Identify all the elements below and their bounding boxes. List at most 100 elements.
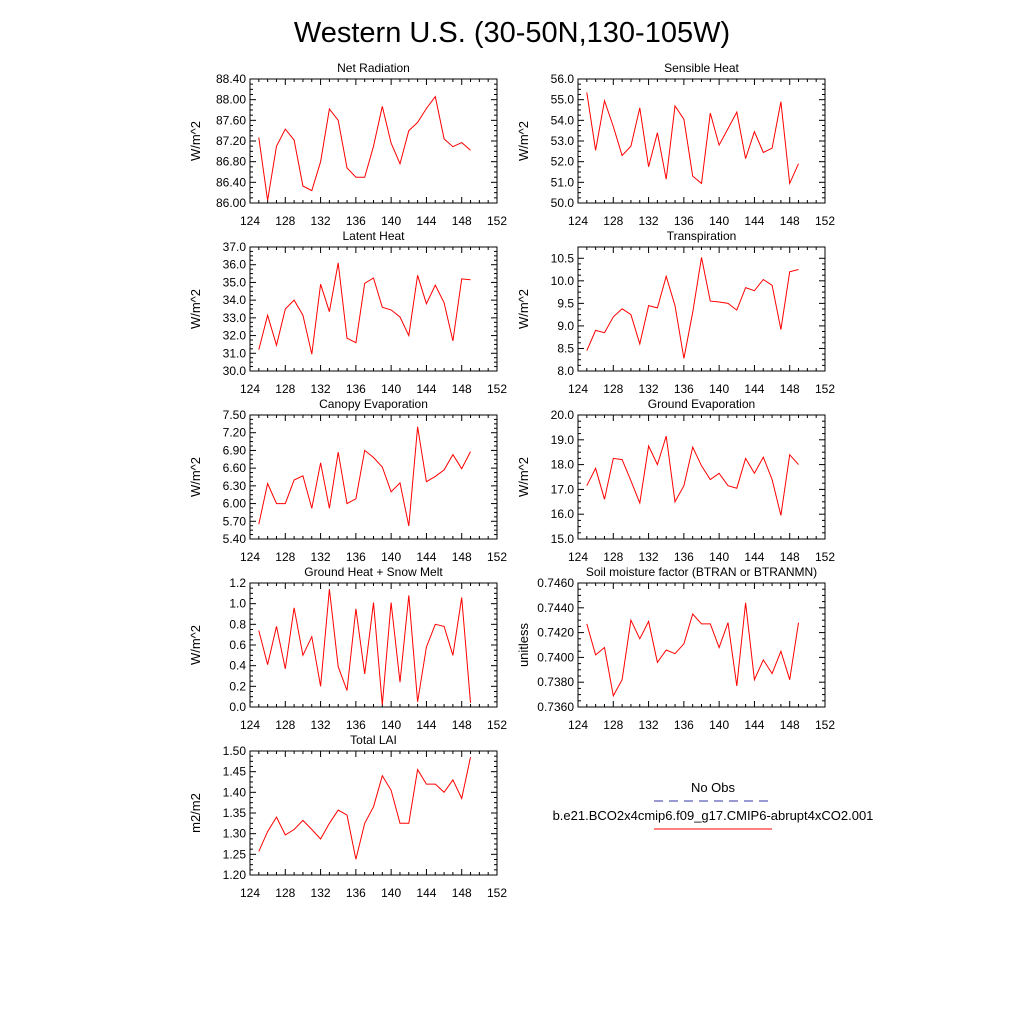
panel-7: Ground Heat + Snow Melt 124 128 132 136 140 14… [188, 565, 507, 732]
series-line [586, 435, 799, 516]
x-tick-label: 132 [311, 382, 331, 396]
y-tick-label: 16.0 [551, 507, 575, 521]
x-tick-label: 140 [709, 382, 729, 396]
x-tick-label: 144 [416, 718, 436, 732]
y-tick-label: 7.20 [223, 426, 247, 440]
x-tick-label: 144 [416, 214, 436, 228]
y-tick-label: 15.0 [551, 532, 575, 546]
x-tick-label: 148 [780, 550, 800, 564]
panel-9: Total LAI 124 128 132 136 140 144 148 152 1.20 1.2… [188, 733, 507, 900]
plot-frame [577, 246, 826, 372]
y-tick-label: 0.7460 [537, 576, 574, 590]
y-tick-label: 10.0 [551, 274, 575, 288]
panel-8: Soil moisture factor (BTRAN or BTRANMN) 1… [516, 565, 835, 732]
x-tick-label: 124 [240, 382, 260, 396]
y-tick-label: 30.0 [223, 364, 247, 378]
panel-title: Total LAI [350, 733, 397, 747]
y-tick-label: 8.5 [557, 341, 574, 355]
panel-title: Soil moisture factor (BTRAN or BTRANMN) [586, 565, 817, 579]
series-line [586, 257, 799, 359]
legend: No Obs b.e21.BCO2x4cmip6.f09_g17.CMIP6-a… [553, 780, 874, 830]
y-tick-label: 36.0 [223, 258, 247, 272]
x-tick-label: 144 [744, 550, 764, 564]
y-tick-label: 31.0 [223, 346, 247, 360]
y-tick-label: 1.0 [229, 597, 246, 611]
x-tick-label: 152 [487, 550, 507, 564]
y-tick-label: 51.0 [551, 175, 575, 189]
x-tick-label: 148 [452, 214, 472, 228]
y-tick-label: 0.7360 [537, 700, 574, 714]
series-line [258, 589, 471, 705]
y-tick-label: 1.20 [223, 868, 247, 882]
panel-title: Ground Evaporation [648, 397, 755, 411]
x-tick-label: 148 [780, 382, 800, 396]
x-tick-label: 128 [603, 382, 623, 396]
x-tick-label: 128 [275, 550, 295, 564]
y-tick-label: 37.0 [223, 240, 247, 254]
x-tick-label: 124 [568, 382, 588, 396]
panel-title: Sensible Heat [664, 61, 739, 75]
y-tick-label: 50.0 [551, 196, 575, 210]
y-tick-label: 6.90 [223, 443, 247, 457]
x-tick-label: 136 [346, 382, 366, 396]
y-axis-label: W/m^2 [188, 289, 203, 329]
x-tick-label: 124 [240, 550, 260, 564]
x-tick-label: 124 [568, 718, 588, 732]
x-tick-label: 140 [381, 550, 401, 564]
plot-frame [577, 78, 826, 204]
y-tick-label: 9.0 [557, 319, 574, 333]
series-line [586, 602, 799, 698]
plot-frame [249, 246, 498, 372]
y-tick-label: 34.0 [223, 293, 247, 307]
x-tick-label: 136 [346, 886, 366, 900]
x-tick-label: 140 [709, 214, 729, 228]
x-tick-label: 132 [311, 550, 331, 564]
series-line [258, 757, 471, 860]
y-tick-label: 0.0 [229, 700, 246, 714]
y-tick-label: 6.00 [223, 497, 247, 511]
legend-label-model: b.e21.BCO2x4cmip6.f09_g17.CMIP6-abrupt4x… [553, 808, 874, 823]
x-tick-label: 152 [487, 382, 507, 396]
x-tick-label: 128 [603, 718, 623, 732]
panel-title: Ground Heat + Snow Melt [304, 565, 443, 579]
y-axis-label: W/m^2 [516, 289, 531, 329]
y-tick-label: 0.7380 [537, 675, 574, 689]
x-tick-label: 148 [780, 214, 800, 228]
plot-frame [249, 78, 498, 204]
y-tick-label: 20.0 [551, 408, 575, 422]
y-tick-label: 87.60 [216, 113, 246, 127]
panel-title: Transpiration [667, 229, 737, 243]
y-tick-label: 86.40 [216, 175, 246, 189]
series-line [258, 262, 471, 355]
figure-title: Western U.S. (30-50N,130-105W) [294, 17, 730, 49]
x-tick-label: 152 [487, 214, 507, 228]
x-tick-label: 152 [815, 382, 835, 396]
x-tick-label: 136 [674, 382, 694, 396]
y-tick-label: 33.0 [223, 311, 247, 325]
y-tick-label: 6.60 [223, 461, 247, 475]
panel-4: Transpiration 124 128 132 136 140 144 148 152 8.0… [516, 229, 835, 396]
x-tick-label: 124 [568, 214, 588, 228]
panel-title: Net Radiation [337, 61, 410, 75]
plot-frame [249, 582, 498, 708]
x-tick-label: 128 [275, 382, 295, 396]
panel-title: Latent Heat [342, 229, 405, 243]
x-tick-label: 128 [603, 214, 623, 228]
y-tick-label: 7.50 [223, 408, 247, 422]
y-tick-label: 8.0 [557, 364, 574, 378]
y-tick-label: 1.35 [223, 806, 247, 820]
plot-frame [249, 414, 498, 540]
x-tick-label: 132 [639, 214, 659, 228]
x-tick-label: 152 [815, 214, 835, 228]
plot-frame [577, 582, 826, 708]
y-tick-label: 10.5 [551, 251, 575, 265]
y-tick-label: 9.5 [557, 296, 574, 310]
x-tick-label: 128 [275, 214, 295, 228]
x-tick-label: 148 [452, 382, 472, 396]
y-tick-label: 0.4 [229, 659, 246, 673]
y-axis-label: W/m^2 [516, 457, 531, 497]
y-tick-label: 53.0 [551, 134, 575, 148]
y-tick-label: 32.0 [223, 329, 247, 343]
x-tick-label: 148 [452, 550, 472, 564]
y-tick-label: 18.0 [551, 458, 575, 472]
